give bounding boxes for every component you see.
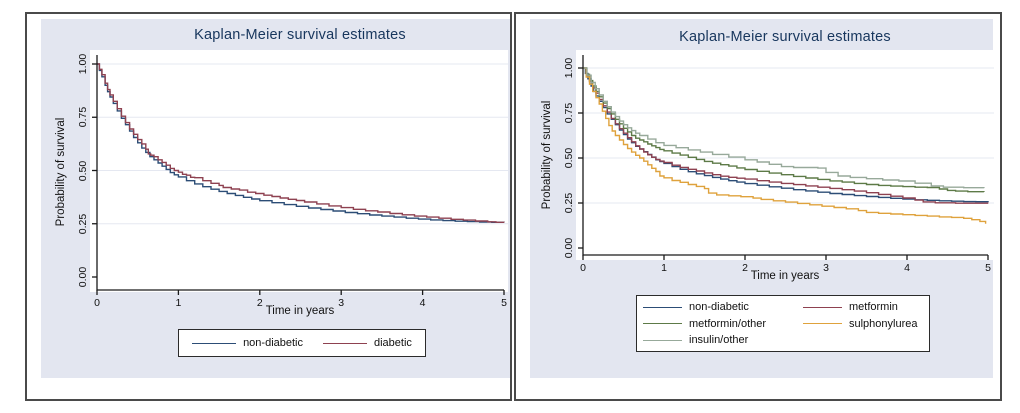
curve-sulphonylurea — [583, 67, 987, 224]
axis-lines — [582, 55, 988, 256]
curve-non-diabetic — [97, 63, 505, 223]
survival-plot-right — [578, 55, 994, 260]
x-tick-label: 4 — [419, 297, 426, 309]
y-tick-label: 0.00 — [77, 266, 89, 288]
x-axis-label: Time in years — [265, 305, 335, 317]
legend-line-swatch — [323, 342, 367, 344]
legend-line-swatch — [643, 323, 682, 325]
x-tick-label: 4 — [904, 262, 910, 274]
legend-line-swatch — [643, 306, 682, 308]
y-axis-label: Probability of survival — [55, 117, 67, 227]
curve-diabetic — [97, 63, 505, 223]
plot-region — [576, 50, 994, 260]
chart-title: Kaplan-Meier survival estimates — [679, 29, 891, 45]
legend-label: diabetic — [374, 337, 412, 349]
x-tick-label: 2 — [256, 297, 263, 309]
y-axis-label: Probability of survival — [541, 100, 553, 210]
legend-entry: non-diabetic — [643, 301, 803, 313]
curve-metformin-other — [583, 67, 985, 193]
legend-label: non-diabetic — [243, 337, 303, 349]
legend-label: metformin — [849, 301, 898, 314]
x-tick-label: 5 — [501, 297, 507, 309]
legend-box: non-diabetic diabetic — [178, 329, 426, 357]
legend-line-swatch — [803, 323, 842, 325]
legend-label: insulin/other — [689, 334, 749, 347]
legend-entry: non-diabetic — [192, 337, 303, 349]
x-tick-label: 3 — [338, 297, 345, 309]
x-tick-label: 0 — [580, 262, 586, 274]
y-tick-label: 0.25 — [563, 192, 575, 214]
legend-line-swatch — [803, 306, 842, 308]
survival-plot-left — [92, 55, 508, 295]
y-tick-label: 0.75 — [563, 102, 575, 124]
legend-line-swatch — [643, 339, 682, 341]
x-tick-label: 1 — [661, 262, 667, 274]
right-figure-panel: Kaplan-Meier survival estimates Probabil… — [514, 12, 1002, 401]
x-tick-label: 1 — [175, 297, 182, 309]
y-tick-label: 1.00 — [563, 57, 575, 79]
y-tick-label: 0.75 — [77, 107, 89, 128]
y-tick-label: 1.00 — [77, 53, 89, 75]
legend-label: sulphonylurea — [849, 317, 918, 330]
legend-entry: metformin/other — [643, 318, 803, 330]
legend-box: non-diabetic metformin metformin/other sulp… — [636, 295, 930, 352]
curve-insulin-other — [583, 67, 985, 189]
x-tick-label: 2 — [742, 262, 748, 274]
curve-metformin — [583, 67, 989, 204]
left-figure-panel: Kaplan-Meier survival estimates Probabil… — [25, 12, 512, 401]
x-tick-label: 5 — [985, 262, 991, 274]
y-tick-label: 0.50 — [563, 147, 575, 169]
legend-label: non-diabetic — [689, 301, 749, 314]
legend-entry: metformin — [803, 301, 929, 313]
legend-line-swatch — [192, 342, 237, 344]
x-axis-label: Time in years — [750, 270, 820, 282]
legend-label: metformin/other — [689, 317, 767, 330]
x-tick-label: 3 — [823, 262, 829, 274]
chart-title: Kaplan-Meier survival estimates — [194, 27, 406, 43]
legend-entry: diabetic — [323, 337, 412, 349]
legend-entry: insulin/other — [643, 334, 803, 346]
y-tick-label: 0.25 — [77, 213, 89, 234]
legend-entry: sulphonylurea — [803, 318, 929, 330]
y-tick-label: 0.50 — [77, 160, 89, 181]
y-tick-label: 0.00 — [563, 237, 575, 259]
axis-lines — [96, 55, 504, 291]
x-tick-label: 0 — [94, 297, 100, 309]
